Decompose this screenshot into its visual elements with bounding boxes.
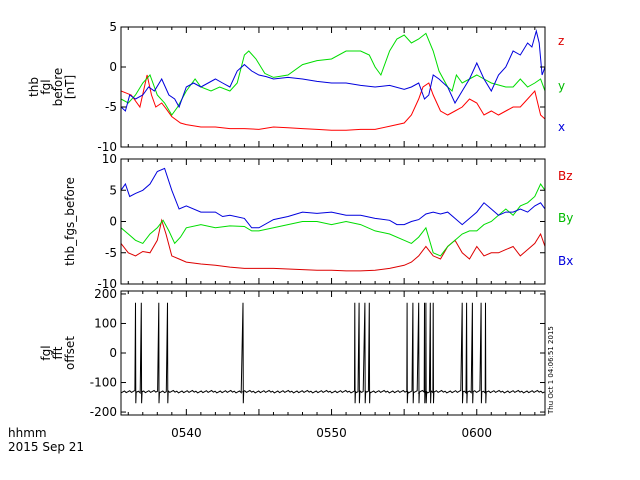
legend-panel-1: z y x bbox=[558, 34, 565, 134]
y-tick-label: -200 bbox=[90, 405, 117, 419]
y-axis-label-line: fgl bbox=[39, 79, 53, 94]
x-axis-label: hhmm bbox=[8, 426, 47, 440]
y-tick-label: -10 bbox=[97, 277, 117, 291]
y-tick-label: -5 bbox=[105, 100, 117, 114]
legend-label-bz: Bz bbox=[558, 169, 573, 183]
y-axis-label-line: fft bbox=[51, 346, 65, 359]
timestamp-label: Thu Oct 1 04:06:51 2015 bbox=[547, 326, 555, 415]
x-tick-labels: 0540 0550 0600 bbox=[171, 426, 492, 440]
y-tick-label: 100 bbox=[94, 316, 117, 330]
panel-fgs-before: -10 -5 0 5 10 thb_fgs_before bbox=[63, 152, 546, 291]
x-tick-label: 0540 bbox=[171, 426, 202, 440]
y-tick-label: 200 bbox=[94, 287, 117, 301]
panel-frame bbox=[120, 26, 546, 148]
date-label: 2015 Sep 21 bbox=[8, 440, 84, 454]
legend-label-z: z bbox=[558, 34, 564, 48]
y-axis-label-line: fgl bbox=[39, 345, 53, 360]
y-tick-label: 0 bbox=[109, 215, 117, 229]
y-tick-label: 5 bbox=[109, 183, 117, 197]
series-line-bx bbox=[121, 167, 545, 229]
y-tick-label: 10 bbox=[102, 152, 117, 166]
series-line-offset bbox=[121, 302, 545, 404]
y-tick-label: -10 bbox=[97, 140, 117, 154]
y-tick-label: -100 bbox=[90, 376, 117, 390]
y-axis-label-line: [nT] bbox=[63, 75, 77, 99]
legend-label-bx: Bx bbox=[558, 254, 573, 268]
x-tick-label: 0600 bbox=[461, 426, 492, 440]
legend-label-by: By bbox=[558, 211, 573, 225]
y-axis-label-line: thb_fgs_before bbox=[63, 177, 77, 266]
y-axis-label-line: offset bbox=[63, 336, 77, 370]
series-line-bz bbox=[121, 218, 545, 272]
legend-label-x: x bbox=[558, 120, 565, 134]
series-line-x bbox=[121, 29, 545, 112]
legend-label-y: y bbox=[558, 79, 565, 93]
y-tick-label: 5 bbox=[109, 20, 117, 34]
x-tick-label: 0550 bbox=[316, 426, 347, 440]
series-line-z bbox=[121, 74, 545, 131]
legend-panel-2: Bz By Bx bbox=[558, 169, 573, 268]
series-line-by bbox=[121, 183, 545, 257]
y-tick-label: 0 bbox=[109, 60, 117, 74]
y-tick-label: -5 bbox=[105, 246, 117, 260]
y-axis-label-line: before bbox=[51, 68, 65, 107]
y-axis-label-line: thb bbox=[27, 77, 41, 97]
y-tick-label: 0 bbox=[109, 346, 117, 360]
